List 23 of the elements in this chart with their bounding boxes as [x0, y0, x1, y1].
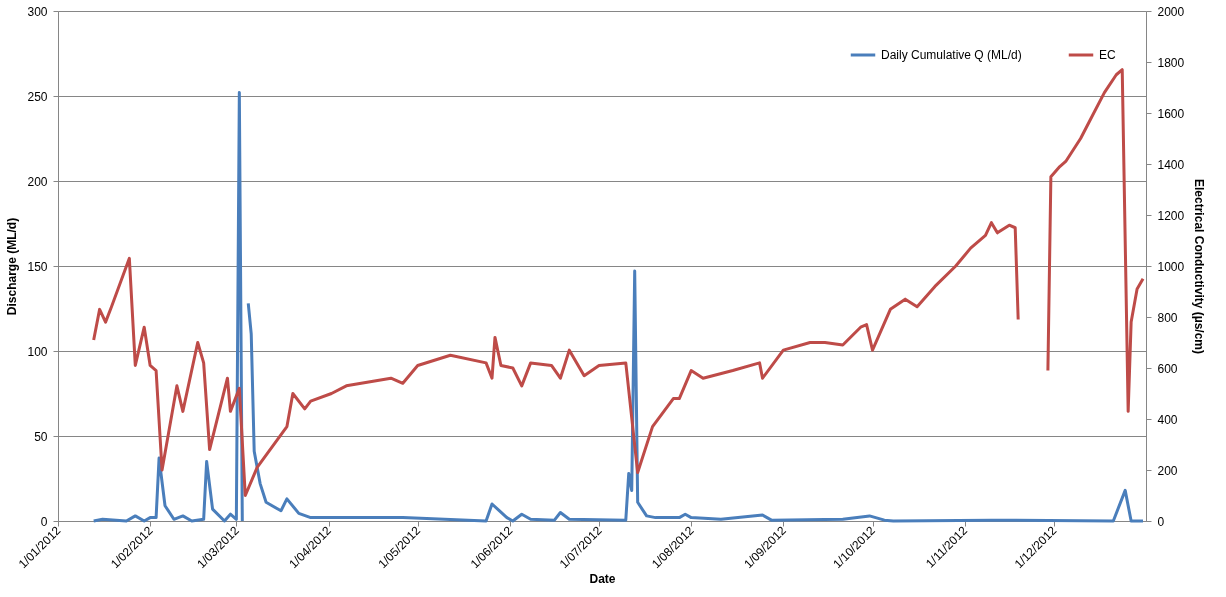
x-axis-title: Date — [589, 572, 616, 587]
y-tick-label: 250 — [27, 89, 48, 104]
y-tick-label: 200 — [27, 174, 48, 189]
y2-tick-label: 2000 — [1157, 4, 1185, 19]
y2-tick-label: 1000 — [1157, 259, 1185, 274]
y2-tick-label: 800 — [1157, 310, 1178, 325]
y-tick-label: 300 — [27, 4, 48, 19]
y-axis-title: Discharge (ML/d) — [5, 217, 20, 316]
y2-tick-label: 1200 — [1157, 208, 1185, 223]
y-tick-label: 0 — [40, 514, 48, 529]
y2-tick-label: 1400 — [1157, 157, 1185, 172]
y-tick-label: 50 — [34, 429, 48, 444]
y2-tick-label: 400 — [1157, 412, 1178, 427]
legend-label: Daily Cumulative Q (ML/d) — [881, 48, 1022, 62]
y2-tick-label: 200 — [1157, 463, 1178, 478]
y2-tick-label: 0 — [1157, 514, 1165, 529]
y2-tick-label: 600 — [1157, 361, 1178, 376]
y-tick-label: 150 — [27, 259, 48, 274]
y2-tick-label: 1600 — [1157, 106, 1185, 121]
y-tick-label: 100 — [27, 344, 48, 359]
y2-tick-label: 1800 — [1157, 55, 1185, 70]
y2-axis-title: Electrical Conductivity (µs/cm) — [1192, 179, 1207, 354]
legend-label: EC — [1099, 48, 1116, 62]
